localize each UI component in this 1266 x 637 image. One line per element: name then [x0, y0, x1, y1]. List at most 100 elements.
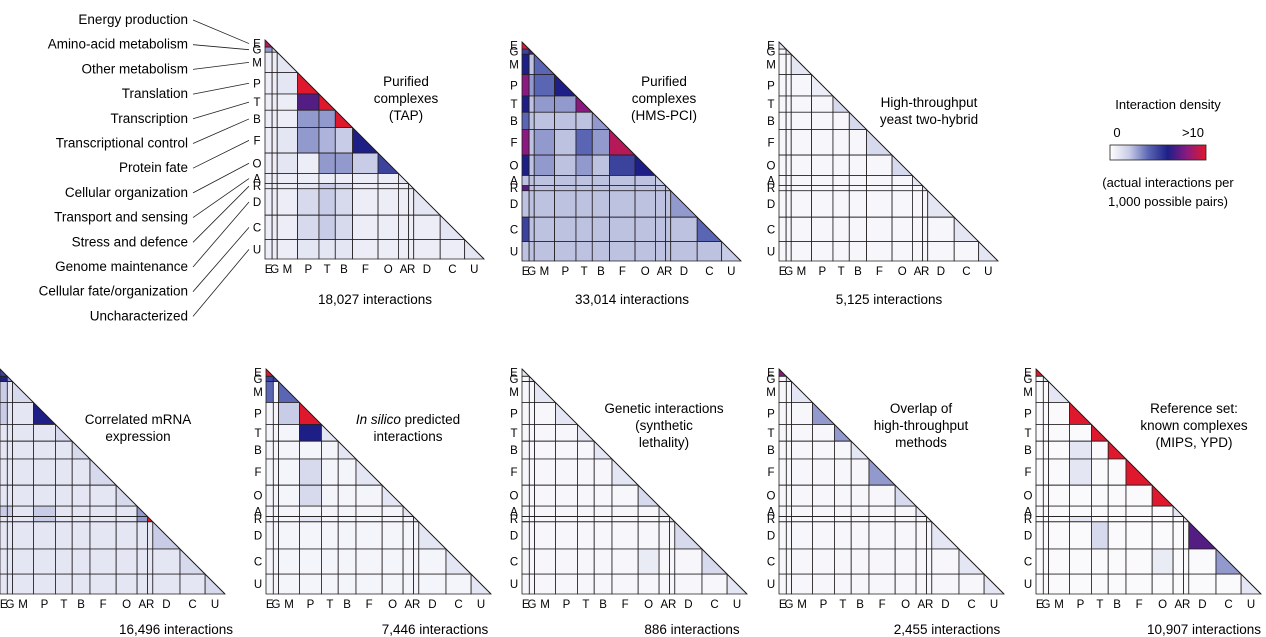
heatmap-cell: [655, 216, 667, 243]
heatmap-cell: [334, 152, 353, 174]
row-label: M: [1023, 387, 1033, 399]
triangle-edge: [778, 41, 999, 262]
heatmap-cell: [265, 548, 274, 575]
legend-note-line2: 1,000 possible pairs): [1108, 194, 1228, 209]
heatmap-cell: [271, 239, 278, 260]
heatmap-cell: [264, 188, 273, 216]
heatmap-cell: [778, 111, 787, 130]
heatmap-cell: [334, 214, 353, 241]
heatmap-cell: [352, 173, 379, 185]
row-label: A: [510, 506, 518, 518]
heatmap-cell: [834, 458, 852, 486]
heatmap-cell: [790, 154, 812, 176]
heatmap-cell: [593, 521, 613, 550]
row-label: G: [510, 374, 519, 386]
heatmap-cell: [1042, 573, 1049, 595]
row-label: M: [252, 57, 262, 69]
column-label: M: [283, 264, 293, 276]
column-label: U: [984, 266, 992, 278]
heatmap-cell: [591, 241, 610, 262]
heatmap-cell: [1107, 521, 1127, 550]
heatmap-cell: [89, 516, 117, 523]
heatmap-cell: [528, 440, 535, 460]
heatmap-cell: [381, 573, 404, 595]
heatmap-cell: [670, 216, 698, 243]
heatmap-cell: [355, 548, 383, 575]
column-label: F: [100, 599, 107, 611]
heatmap-cell: [850, 516, 870, 523]
heatmap-cell: [554, 95, 577, 113]
density-legend: Interaction density 0 >10 (actual intera…: [1102, 97, 1234, 209]
heatmap-cell: [521, 516, 530, 523]
heatmap-cell: [848, 185, 867, 192]
heatmap-cell: [6, 573, 13, 595]
column-label: C: [448, 264, 456, 276]
row-label: T: [254, 428, 261, 440]
column-label: F: [879, 599, 886, 611]
heatmap-cell: [1069, 424, 1092, 442]
heatmap-cell: [593, 458, 613, 486]
column-label: G: [271, 599, 280, 611]
triangle-edge: [521, 368, 748, 595]
heatmap-cell: [811, 111, 834, 130]
panel-title-line: methods: [895, 435, 947, 450]
heatmap-cell: [554, 111, 577, 130]
column-label: A: [917, 599, 925, 611]
leader-line: [192, 62, 250, 70]
heatmap-cell: [71, 505, 91, 517]
heatmap-cell: [593, 516, 613, 523]
heatmap-cell: [915, 521, 927, 550]
column-label: E: [265, 264, 273, 276]
heatmap-cell: [413, 573, 420, 595]
heatmap-cell: [785, 424, 792, 442]
heatmap-cell: [791, 402, 813, 425]
heatmap-cell: [381, 521, 404, 550]
heatmap-cell: [811, 185, 834, 192]
heatmap-cell: [264, 51, 273, 73]
heatmap-cell: [12, 505, 34, 517]
heatmap-cell: [521, 548, 530, 575]
heatmap-cell: [276, 109, 298, 128]
heatmap-cell: [1151, 573, 1174, 595]
heatmap-cell: [265, 375, 274, 382]
heatmap-cell: [413, 239, 441, 260]
heatmap-cell: [850, 458, 870, 486]
heatmap-cell: [1042, 521, 1049, 550]
heatmap-cell: [778, 241, 787, 262]
heatmap-cell: [334, 173, 353, 185]
heatmap-cell: [848, 154, 867, 176]
category-name: Transcription: [110, 111, 188, 126]
leader-line: [192, 162, 250, 194]
heatmap-cell: [521, 185, 530, 192]
heatmap-cell: [577, 548, 595, 575]
heatmap-cell: [577, 516, 595, 523]
column-label: A: [657, 266, 665, 278]
row-label: F: [254, 467, 261, 479]
heatmap-cell: [272, 505, 279, 517]
row-label: B: [254, 445, 262, 457]
heatmap-cell: [785, 185, 792, 192]
heatmap-cell: [555, 440, 578, 460]
heatmap-cell: [778, 185, 787, 192]
category-name: Translation: [122, 86, 188, 101]
row-label: E: [510, 41, 518, 53]
heatmap-cell: [0, 484, 8, 507]
column-label: D: [937, 266, 945, 278]
heatmap-cell: [377, 214, 399, 241]
heatmap-cell: [1042, 440, 1049, 460]
heatmap-cell: [334, 239, 353, 260]
row-label: U: [1024, 579, 1032, 591]
heatmap-cell: [297, 173, 320, 185]
heatmap-cell: [696, 241, 723, 262]
heatmap-cell: [785, 53, 792, 75]
row-label: R: [510, 183, 518, 195]
heatmap-cell: [891, 175, 913, 187]
heatmap-cell: [1069, 505, 1092, 517]
row-label: D: [253, 197, 261, 209]
heatmap-cell: [278, 440, 300, 460]
category-name: Stress and defence: [72, 234, 188, 249]
